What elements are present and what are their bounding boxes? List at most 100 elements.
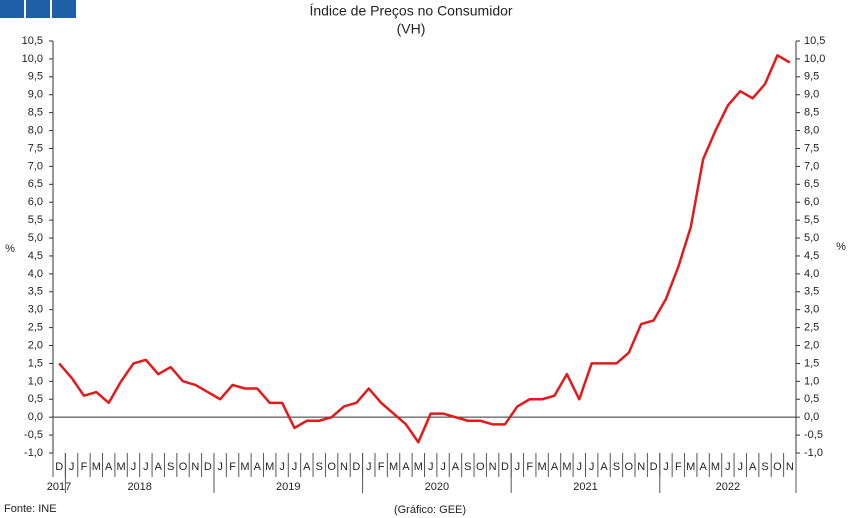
y2-tick-label: 8,5: [804, 107, 819, 119]
y-tick-label: 4,5: [28, 250, 43, 262]
x-tick-label: S: [464, 461, 471, 473]
year-label: 2018: [127, 481, 151, 493]
y-tick-label: 8,0: [28, 124, 43, 136]
y-axis-label: %: [5, 243, 15, 255]
y2-tick-label: 7,5: [804, 142, 819, 154]
y-tick-label: 7,5: [28, 142, 43, 154]
y2-tick-label: 0,0: [804, 411, 819, 423]
y-tick-label: 4,0: [28, 268, 43, 280]
y2-tick-label: 9,0: [804, 89, 819, 101]
x-tick-label: A: [551, 461, 559, 473]
x-tick-label: N: [637, 461, 645, 473]
x-tick-label: A: [749, 461, 757, 473]
y2-tick-label: 7,0: [804, 160, 819, 172]
x-tick-label: M: [538, 461, 547, 473]
y2-axis-label: %: [836, 241, 846, 253]
year-label: 2017: [47, 481, 71, 493]
y2-tick-label: 5,0: [804, 232, 819, 244]
y-tick-label: 9,0: [28, 89, 43, 101]
x-tick-label: A: [699, 461, 707, 473]
x-tick-label: J: [725, 461, 731, 473]
y-tick-label: 7,0: [28, 160, 43, 172]
year-label: 2019: [276, 481, 300, 493]
x-tick-label: M: [117, 461, 126, 473]
x-tick-label: A: [155, 461, 163, 473]
y2-tick-label: 10,5: [804, 35, 825, 47]
x-tick-label: M: [389, 461, 398, 473]
x-tick-label: A: [105, 461, 113, 473]
series-line: [58, 54, 791, 444]
y2-tick-label: 5,5: [804, 214, 819, 226]
x-tick-label: F: [526, 461, 533, 473]
y2-tick-label: 6,0: [804, 196, 819, 208]
y2-tick-label: 4,5: [804, 250, 819, 262]
y-tick-label: 1,5: [28, 357, 43, 369]
y-tick-label: -1,0: [24, 447, 43, 459]
x-tick-label: O: [179, 461, 188, 473]
x-tick-label: O: [327, 461, 336, 473]
x-tick-label: J: [577, 461, 583, 473]
y-tick-label: 6,5: [28, 178, 43, 190]
x-tick-label: F: [229, 461, 236, 473]
x-tick-label: D: [352, 461, 360, 473]
year-label: 2020: [425, 481, 449, 493]
y-tick-label: 8,5: [28, 107, 43, 119]
y2-tick-label: -0,5: [804, 429, 823, 441]
y-tick-label: 0,5: [28, 393, 43, 405]
x-tick-label: J: [217, 461, 223, 473]
x-tick-label: O: [773, 461, 782, 473]
x-tick-label: M: [265, 461, 274, 473]
y2-tick-label: 0,5: [804, 393, 819, 405]
x-tick-label: F: [81, 461, 88, 473]
x-tick-label: J: [279, 461, 285, 473]
x-tick-label: D: [204, 461, 212, 473]
logo-block: [26, 0, 50, 18]
year-label: 2021: [573, 481, 597, 493]
chart-title: Índice de Preços no Consumidor: [309, 3, 512, 19]
x-tick-label: M: [414, 461, 423, 473]
chart-subtitle: (VH): [397, 21, 426, 37]
x-tick-label: A: [452, 461, 460, 473]
y-tick-label: 10,5: [22, 35, 43, 47]
x-tick-label: M: [240, 461, 249, 473]
y2-tick-label: 1,0: [804, 375, 819, 387]
x-tick-label: A: [402, 461, 410, 473]
y2-tick-label: 3,5: [804, 286, 819, 298]
x-tick-label: O: [476, 461, 485, 473]
x-tick-label: D: [650, 461, 658, 473]
y-tick-label: 3,5: [28, 286, 43, 298]
y2-tick-label: 8,0: [804, 124, 819, 136]
x-tick-label: A: [600, 461, 608, 473]
x-tick-label: S: [167, 461, 174, 473]
source: Fonte: INE: [4, 503, 57, 515]
y2-tick-label: 3,0: [804, 304, 819, 316]
y2-tick-label: 9,5: [804, 71, 819, 83]
x-tick-label: J: [515, 461, 521, 473]
x-tick-label: A: [303, 461, 311, 473]
y-tick-label: 2,0: [28, 339, 43, 351]
x-tick-label: J: [366, 461, 372, 473]
y-tick-label: -0,5: [24, 429, 43, 441]
x-tick-label: M: [562, 461, 571, 473]
y-tick-label: 5,0: [28, 232, 43, 244]
y2-tick-label: 1,5: [804, 357, 819, 369]
x-tick-label: N: [489, 461, 497, 473]
y2-tick-label: 10,0: [804, 53, 825, 65]
x-tick-label: J: [663, 461, 669, 473]
y-tick-label: 1,0: [28, 375, 43, 387]
y-tick-label: 10,0: [22, 53, 43, 65]
logo-block: [0, 0, 24, 18]
x-tick-label: N: [191, 461, 199, 473]
y2-tick-label: 2,5: [804, 322, 819, 334]
x-tick-label: J: [69, 461, 75, 473]
y-tick-label: 2,5: [28, 322, 43, 334]
x-tick-label: S: [613, 461, 620, 473]
x-tick-label: J: [589, 461, 595, 473]
credit: (Gráfico: GEE): [394, 504, 466, 516]
x-tick-label: N: [786, 461, 794, 473]
x-tick-label: D: [501, 461, 509, 473]
y-tick-label: 0,0: [28, 411, 43, 423]
y-tick-label: 6,0: [28, 196, 43, 208]
x-tick-label: A: [254, 461, 262, 473]
